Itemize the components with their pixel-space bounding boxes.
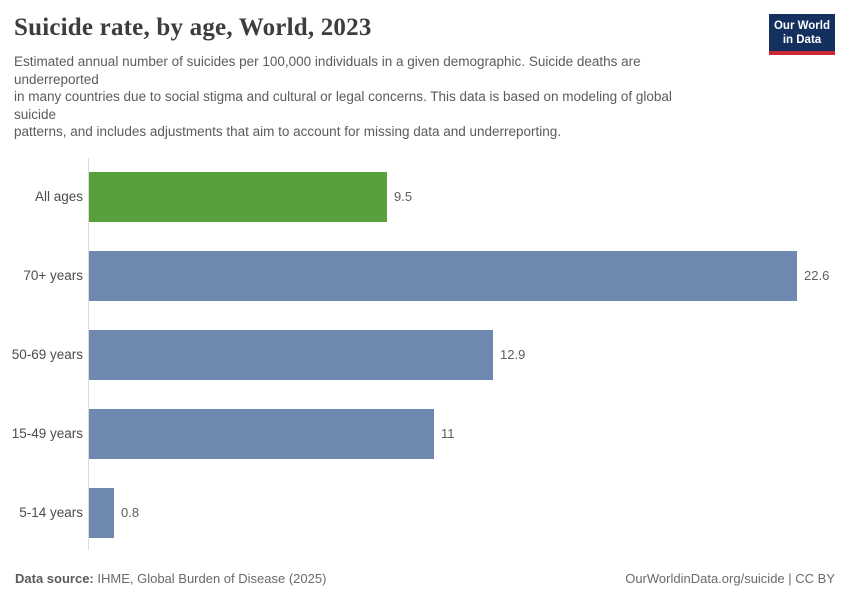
category-label: 70+ years [23, 268, 83, 283]
value-label: 11 [441, 426, 455, 441]
data-source-text: IHME, Global Burden of Disease (2025) [93, 571, 327, 586]
bar[interactable] [89, 409, 434, 459]
subtitle-line: suicide [14, 106, 57, 122]
owid-logo-text: Our World in Data [769, 14, 835, 51]
subtitle-line: Estimated annual number of suicides per … [14, 54, 641, 69]
bar-row: 70+ years 22.6 [0, 251, 850, 301]
bar-chart: All ages 9.5 70+ years 22.6 50-69 years 12.9 1… [0, 158, 850, 552]
subtitle-line: underreported [14, 71, 99, 87]
value-label: 22.6 [804, 268, 830, 283]
data-source: Data source: IHME, Global Burden of Dise… [15, 571, 326, 586]
footer-link[interactable]: OurWorldinData.org/suicide | CC BY [625, 571, 835, 586]
data-source-label: Data source: [15, 571, 94, 586]
bar[interactable] [89, 330, 493, 380]
bar-row: 15-49 years 11 [0, 409, 850, 459]
chart-footer: Data source: IHME, Global Burden of Dise… [15, 571, 835, 586]
category-label: 15-49 years [11, 426, 83, 441]
category-label: All ages [34, 189, 83, 204]
bar-row: All ages 9.5 [0, 172, 850, 222]
value-label: 12.9 [500, 347, 526, 362]
bar[interactable] [89, 172, 387, 222]
subtitle-line: patterns, and includes adjustments that … [14, 124, 562, 140]
bar[interactable] [89, 251, 797, 301]
owid-logo-line2: in Data [782, 34, 822, 46]
chart-subtitle: Estimated annual number of suicides per … [14, 53, 754, 141]
bar-row: 5-14 years 0.8 [0, 488, 850, 538]
owid-logo-line1: Our World [773, 20, 830, 32]
y-axis-line [88, 158, 89, 550]
value-label: 0.8 [121, 505, 140, 520]
owid-logo-accent-bar [769, 51, 835, 55]
owid-logo[interactable]: Our World in Data [769, 14, 835, 55]
chart-title: Suicide rate, by age, World, 2023 [14, 14, 372, 41]
category-label: 5-14 years [19, 505, 83, 520]
bar-row: 50-69 years 12.9 [0, 330, 850, 380]
subtitle-line: in many countries due to social stigma a… [14, 89, 672, 105]
category-label: 50-69 years [11, 347, 83, 362]
value-label: 9.5 [394, 189, 413, 204]
bar[interactable] [89, 488, 114, 538]
